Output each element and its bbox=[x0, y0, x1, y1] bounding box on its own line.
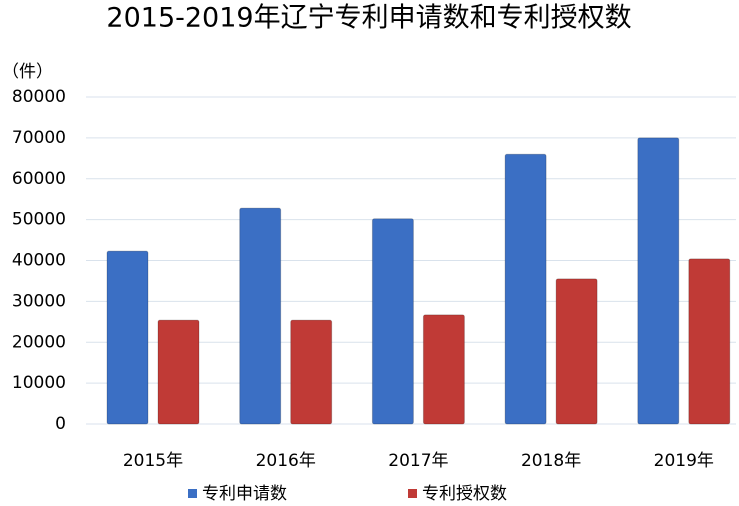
bar bbox=[239, 207, 282, 425]
y-tick-label: 0 bbox=[55, 414, 66, 434]
legend-label: 专利申请数 bbox=[202, 484, 287, 504]
bar bbox=[106, 250, 149, 425]
x-tick-label: 2015年 bbox=[123, 451, 183, 471]
y-tick-label: 60000 bbox=[12, 169, 66, 189]
x-tick-label: 2018年 bbox=[521, 451, 581, 471]
bar bbox=[688, 258, 731, 425]
x-tick-label: 2019年 bbox=[654, 451, 714, 471]
x-tick-label: 2016年 bbox=[256, 451, 316, 471]
bar bbox=[290, 319, 333, 425]
y-tick-label: 70000 bbox=[12, 128, 66, 148]
legend-marker bbox=[188, 489, 197, 498]
chart-title: 2015-2019年辽宁专利申请数和专利授权数 bbox=[106, 3, 631, 34]
bar bbox=[504, 153, 547, 425]
bar bbox=[555, 278, 598, 425]
bar bbox=[371, 218, 414, 425]
x-tick-label: 2017年 bbox=[388, 451, 448, 471]
bar bbox=[637, 137, 680, 425]
y-tick-label: 40000 bbox=[12, 251, 66, 271]
y-axis-label: （件） bbox=[2, 62, 53, 82]
y-tick-label: 10000 bbox=[12, 373, 66, 393]
bar bbox=[422, 314, 465, 425]
bar bbox=[157, 319, 200, 425]
y-tick-label: 80000 bbox=[12, 87, 66, 107]
y-tick-label: 30000 bbox=[12, 291, 66, 311]
y-tick-label: 20000 bbox=[12, 332, 66, 352]
legend-marker bbox=[408, 489, 417, 498]
y-tick-label: 50000 bbox=[12, 210, 66, 230]
legend-label: 专利授权数 bbox=[422, 484, 507, 504]
